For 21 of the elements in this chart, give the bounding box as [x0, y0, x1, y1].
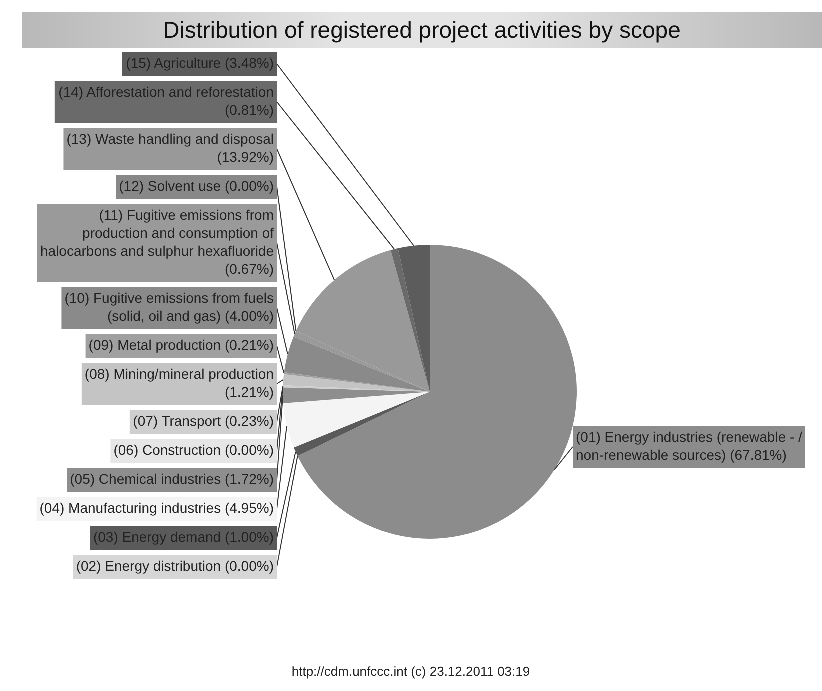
slice-label: (10) Fugitive emissions from fuels (solid, oil and gas) (4.00%) — [64, 290, 274, 324]
data-label: (0.81%) — [224, 102, 274, 118]
slice-label: (15) Agriculture (3.48%) — [126, 54, 274, 71]
slice-label: (11) Fugitive emissions from production and consumption of halocarbons and sulphur hexafluoride — [40, 206, 274, 259]
data-label: (13.92%) — [217, 148, 274, 165]
text: http://cdm.unfccc.int (c) 23.12.2011 03:19 — [290, 664, 532, 679]
slice-label: (03) Energy demand (1.00%) — [93, 528, 274, 545]
slice-label: (07) Transport (0.23%) — [133, 412, 274, 429]
slice-label: (13) Waste handling and disposal — [66, 130, 274, 147]
data-label: (1.21%) — [224, 384, 274, 400]
slice-label: (04) Manufacturing industries (4.95%) — [40, 500, 274, 516]
category-label: (06) Construction (0.00%) — [114, 442, 274, 458]
slice-label: (14) Afforestation and reforestation — [58, 84, 274, 100]
slice-label: (01) Energy industries (renewable - / non-renewable sources) (67.81%) — [576, 428, 803, 463]
slice-label: (05) Chemical industries (1.72%) — [70, 470, 274, 487]
chart-title: Distribution of registered project activities by scope — [22, 12, 822, 48]
category-label: (12) Solvent use (0.00%) — [119, 178, 274, 194]
slice-label: (09) Metal production (0.21%) — [88, 336, 274, 353]
data-label: (0.67%) — [224, 260, 274, 277]
category-label: (02) Energy distribution (0.00%) — [76, 558, 274, 574]
slice-label: (08) Mining/mineral production — [84, 366, 274, 382]
